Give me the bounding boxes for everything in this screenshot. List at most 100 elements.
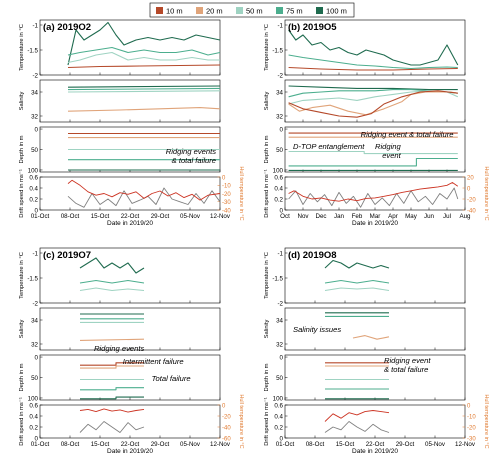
y2-tick-label: -40 xyxy=(467,208,476,214)
y-tick-label: 100 xyxy=(273,167,284,174)
y2-tick-label: -20 xyxy=(222,414,231,420)
x-tick-label: Mar xyxy=(370,213,381,220)
legend-swatch xyxy=(276,7,283,14)
annotation: Ridging xyxy=(375,142,402,151)
y-tick-label: 34 xyxy=(276,317,283,324)
series-line xyxy=(288,66,458,71)
series-line xyxy=(324,287,390,292)
panel: 0 0.2 0.4 0.6 Drift speed in ms⁻¹ -60 -40 -20 0 H… xyxy=(19,394,244,448)
y-tick-label: -2 xyxy=(277,300,283,307)
series-line xyxy=(288,150,458,155)
y2-tick-label: -20 xyxy=(467,425,476,431)
y-tick-label: -1 xyxy=(32,22,38,29)
legend-label: 10 m xyxy=(166,7,183,16)
y-axis-label: Depth in m xyxy=(264,135,270,163)
panel: -2 -1.5 -1 Temperature in °C xyxy=(19,247,221,307)
y-tick-label: -2 xyxy=(32,300,38,307)
y-tick-label: -1 xyxy=(277,22,283,29)
legend-swatch xyxy=(156,7,163,14)
series-line xyxy=(79,421,145,433)
y-tick-label: -1.5 xyxy=(27,47,38,54)
y-tick-label: 34 xyxy=(276,89,283,96)
y-tick-label: 0.6 xyxy=(274,402,283,409)
legend: 10 m 20 m 50 m 75 m 100 m xyxy=(149,2,355,18)
panel: 0 0.2 0.4 0.6 Drift speed in ms⁻¹ -30 -20 -10 0 H… xyxy=(264,394,489,448)
y2-axis-label: Hull temperature in °C xyxy=(483,394,489,448)
y2-tick-label: 0 xyxy=(467,403,471,409)
panel: -2 -1.5 -1 Temperature in °C xyxy=(264,247,466,307)
y2-axis-label: Hull temperature in °C xyxy=(238,394,244,448)
y-tick-label: 0.2 xyxy=(274,196,283,203)
y2-tick-label: -10 xyxy=(222,184,231,190)
legend-label: 50 m xyxy=(246,7,263,16)
y2-axis-label: Hull temperature in °C xyxy=(238,166,244,220)
y-tick-label: 0.2 xyxy=(274,424,283,431)
x-tick-label: 29-Oct xyxy=(396,441,415,448)
x-tick-label: Jun xyxy=(424,213,435,220)
series-line xyxy=(67,179,221,201)
y-axis-label: Drift speed in ms⁻¹ xyxy=(264,169,270,218)
series-line xyxy=(67,85,221,88)
y-axis-label: Salinity xyxy=(19,320,25,339)
annotation: Ridging event xyxy=(384,356,431,365)
panel-frame xyxy=(284,307,466,351)
y-axis-label: Temperature in °C xyxy=(264,24,270,71)
y-tick-label: 50 xyxy=(276,375,283,382)
y2-tick-label: 0 xyxy=(222,175,226,181)
panel-frame xyxy=(39,404,221,439)
y-axis-label: Depth in m xyxy=(264,363,270,391)
x-tick-label: 22-Oct xyxy=(366,441,385,448)
y2-axis-label: Hull temperature in °C xyxy=(483,166,489,220)
y2-tick-label: -40 xyxy=(222,425,231,431)
series-line xyxy=(79,287,145,292)
y-tick-label: 0.2 xyxy=(29,424,38,431)
series-line xyxy=(80,396,144,400)
x-tick-label: May xyxy=(405,213,418,220)
x-tick-label: 29-Oct xyxy=(151,213,170,220)
series-line xyxy=(79,338,145,341)
panel: -2 -1.5 -1 Temperature in °C xyxy=(264,19,466,79)
y-tick-label: 0 xyxy=(280,126,284,133)
panel-frame xyxy=(284,247,466,304)
series-line xyxy=(79,257,145,274)
y-tick-label: -2 xyxy=(32,72,38,79)
series-line xyxy=(67,64,221,69)
y-tick-label: 0 xyxy=(35,354,39,361)
y2-tick-label: -40 xyxy=(222,208,231,214)
x-tick-label: 05-Nov xyxy=(180,441,201,448)
y-tick-label: 0 xyxy=(35,435,39,442)
y-tick-label: 0.4 xyxy=(274,413,283,420)
series-line xyxy=(288,187,459,208)
panel: -2 -1.5 -1 Temperature in °C xyxy=(19,19,221,79)
x-tick-label: 22-Oct xyxy=(121,213,140,220)
y-axis-label: Depth in m xyxy=(19,363,25,391)
series-line xyxy=(79,408,145,413)
legend-label: 20 m xyxy=(206,7,223,16)
series-line xyxy=(67,107,221,112)
annotation: & total failure xyxy=(172,156,216,165)
panel: 0 0.2 0.4 0.6 Drift speed in ms⁻¹ -40 -20 0 20 Hu… xyxy=(264,166,489,220)
y-tick-label: 0 xyxy=(35,207,39,214)
chart-title: (d) 2019O8 xyxy=(288,250,337,261)
y-tick-label: 0 xyxy=(280,435,284,442)
series-line xyxy=(67,21,221,66)
panel: 32 34 Salinity xyxy=(264,79,466,123)
x-axis-label: Date in 2019/20 xyxy=(352,448,398,455)
series-line xyxy=(67,51,220,64)
y-tick-label: 32 xyxy=(276,341,283,348)
y-tick-label: 32 xyxy=(276,113,283,120)
legend-swatch xyxy=(316,7,323,14)
series-line xyxy=(67,87,221,91)
y-axis-label: Temperature in °C xyxy=(19,252,25,299)
y-tick-label: 34 xyxy=(31,89,38,96)
x-tick-label: 05-Nov xyxy=(425,441,446,448)
y-tick-label: 34 xyxy=(31,317,38,324)
x-tick-label: Jan xyxy=(334,213,345,220)
chart-title: (b) 2019O5 xyxy=(288,22,337,33)
x-tick-label: 05-Nov xyxy=(180,213,201,220)
x-tick-label: 15-Oct xyxy=(336,441,355,448)
series-line xyxy=(67,90,221,93)
x-tick-label: 15-Oct xyxy=(91,441,110,448)
